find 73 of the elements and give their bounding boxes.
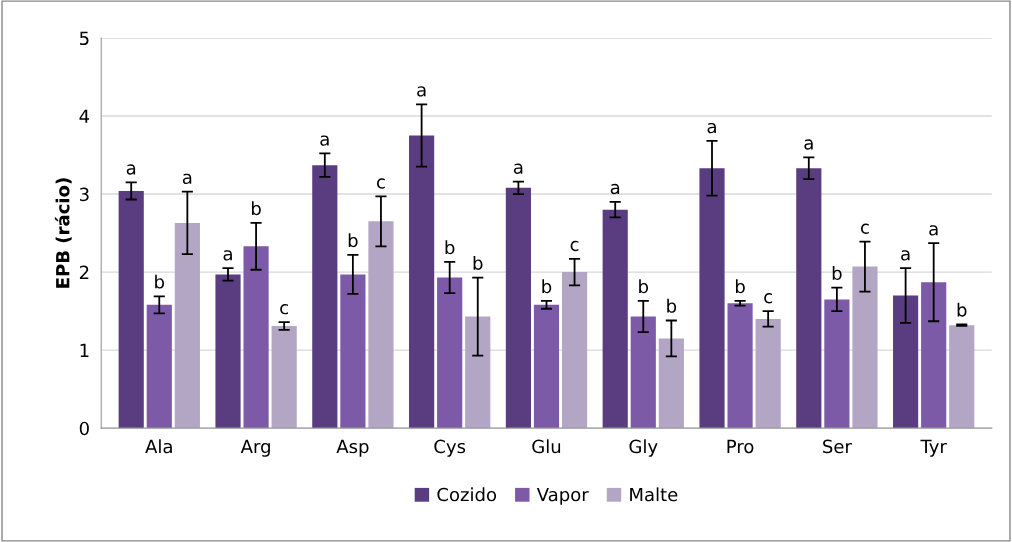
bar	[893, 295, 919, 429]
data-label: a	[513, 163, 523, 174]
bar	[852, 266, 878, 429]
data-label: a	[610, 183, 620, 195]
data-label: b	[445, 240, 455, 255]
bar	[755, 318, 781, 429]
y-tick-label: 4	[79, 109, 90, 123]
bar	[727, 303, 753, 429]
data-label: c	[280, 304, 288, 315]
data-label: b	[957, 302, 967, 317]
data-label: a	[804, 139, 813, 150]
bar	[368, 221, 394, 429]
x-tick-label: Asp	[336, 439, 369, 457]
bar	[949, 325, 975, 429]
data-label: a	[929, 225, 938, 236]
bar	[174, 222, 200, 429]
bar	[505, 187, 531, 429]
data-label: b	[639, 279, 649, 294]
x-tick-label: Ser	[823, 439, 852, 454]
bar	[215, 274, 241, 429]
y-tick-label: 2	[79, 265, 89, 279]
bar	[465, 316, 491, 429]
bar	[437, 277, 463, 429]
x-tick-label: Pro	[727, 439, 754, 454]
bar	[312, 165, 338, 429]
bar	[602, 209, 628, 429]
bar	[561, 272, 588, 429]
x-tick-label: Ala	[145, 439, 172, 454]
legend-label: Vapor	[536, 487, 589, 505]
x-tick-label: Arg	[240, 439, 270, 457]
bar	[658, 338, 684, 429]
data-label: a	[126, 164, 136, 175]
data-label: b	[251, 201, 261, 216]
x-tick-label: Cys	[434, 439, 466, 457]
data-label: a	[901, 250, 910, 261]
bar	[243, 246, 269, 429]
legend-label: Malte	[630, 487, 678, 502]
data-label: c	[570, 240, 579, 252]
data-label: c	[860, 223, 869, 234]
bar	[271, 325, 297, 429]
data-label: b	[667, 298, 677, 313]
y-axis-title: EPB (rácio)	[54, 178, 72, 288]
data-label: b	[542, 279, 552, 294]
data-label: b	[473, 255, 483, 270]
data-label: b	[735, 279, 745, 294]
y-tick-label: 0	[79, 421, 89, 436]
bar	[340, 274, 366, 429]
data-label: b	[155, 274, 165, 289]
bar	[630, 316, 656, 429]
data-label: c	[764, 293, 772, 304]
data-label: a	[707, 122, 716, 134]
bar	[533, 304, 560, 429]
data-label: a	[223, 250, 232, 261]
bar	[824, 299, 850, 429]
x-tick-label: Gly	[629, 439, 658, 457]
legend-label: Cozido	[437, 487, 497, 502]
y-tick-label: 3	[79, 187, 89, 202]
data-label: b	[832, 266, 842, 281]
x-tick-label: Glu	[532, 439, 561, 454]
data-label: a	[320, 135, 329, 146]
bar	[921, 282, 947, 429]
bar	[118, 190, 144, 429]
x-tick-label: Tyr	[920, 439, 947, 457]
data-label: a	[417, 86, 426, 97]
data-label: b	[348, 233, 358, 248]
y-tick-label: 1	[80, 343, 89, 357]
data-label: c	[376, 178, 385, 189]
bar	[699, 168, 725, 429]
data-label: a	[182, 173, 192, 185]
bar	[796, 168, 822, 429]
bar	[409, 135, 435, 429]
bar	[146, 304, 172, 429]
y-tick-label: 5	[79, 31, 89, 46]
